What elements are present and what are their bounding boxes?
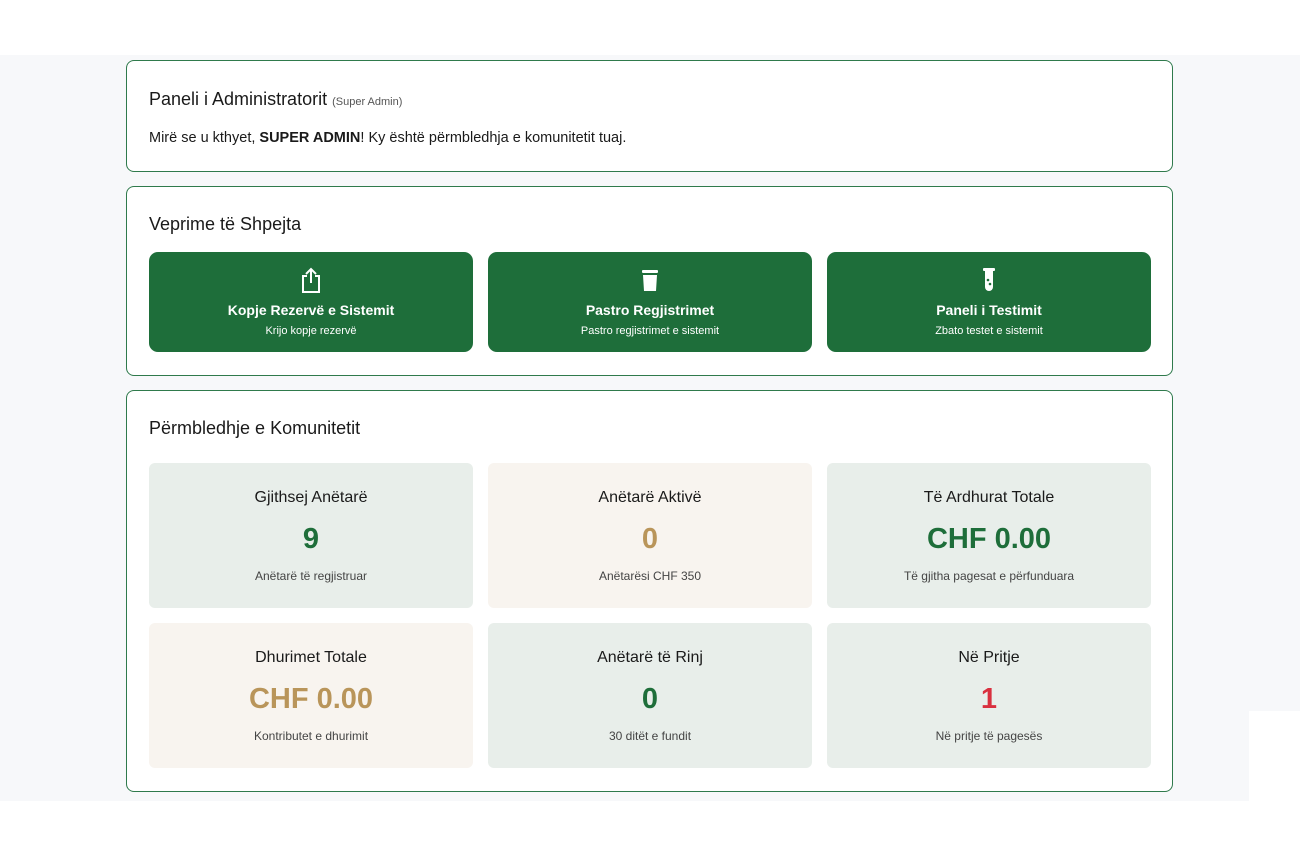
stat-description: Të gjitha pagesat e përfunduara: [903, 569, 1075, 583]
stat-description: 30 ditët e fundit: [608, 729, 692, 743]
stat-description: Kontributet e dhurimit: [253, 729, 369, 743]
stat-title: Të Ardhurat Totale: [923, 489, 1055, 506]
stat-total-donations: Dhurimet Totale CHF 0.00 Kontributet e dhu…: [149, 623, 473, 768]
quick-actions-card: Veprime të Shpejta Kopje Rezervë e Siste…: [126, 186, 1173, 376]
share-upload-icon: [302, 267, 320, 293]
admin-header-card: Paneli i Administratorit (Super Admin) M…: [126, 60, 1173, 172]
welcome-prefix: Mirë se u kthyet,: [149, 130, 260, 146]
button-subtitle: Krijo kopje rezervë: [265, 325, 357, 337]
button-label: Paneli i Testimit: [936, 302, 1042, 318]
stat-description: Në pritje të pagesës: [935, 729, 1043, 743]
stat-title: Dhurimet Totale: [255, 649, 367, 666]
welcome-suffix: ! Ky është përmbledhja e komunitetit tua…: [360, 130, 627, 146]
stat-value: 9: [302, 523, 320, 555]
stat-title: Anëtarë Aktivë: [598, 489, 702, 506]
stat-title: Në Pritje: [958, 649, 1020, 666]
button-subtitle: Pastro regjistrimet e sistemit: [580, 325, 720, 337]
button-label: Pastro Regjistrimet: [585, 302, 715, 318]
page-title: Paneli i Administratorit (Super Admin): [149, 89, 402, 110]
stat-title: Gjithsej Anëtarë: [254, 489, 368, 506]
trash-icon: [642, 270, 658, 291]
stat-total-members: Gjithsej Anëtarë 9 Anëtarë të regjistruar: [149, 463, 473, 608]
stat-new-members: Anëtarë të Rinj 0 30 ditët e fundit: [488, 623, 812, 768]
stat-value: 0: [641, 523, 659, 555]
stat-value: 1: [980, 683, 998, 715]
test-panel-button[interactable]: Paneli i Testimit Zbato testet e sistemi…: [827, 252, 1151, 352]
button-label: Kopje Rezervë e Sistemit: [227, 302, 395, 318]
section-title: Përmbledhje e Komunitetit: [149, 418, 361, 438]
title-text: Paneli i Administratorit: [149, 89, 328, 109]
welcome-message: Mirë se u kthyet, SUPER ADMIN! Ky është …: [149, 130, 626, 146]
community-overview-card: Përmbledhje e Komunitetit Gjithsej Anëta…: [126, 390, 1173, 792]
stat-active-members: Anëtarë Aktivë 0 Anëtarësi CHF 350: [488, 463, 812, 608]
stat-total-revenue: Të Ardhurat Totale CHF 0.00 Të gjitha page…: [827, 463, 1151, 608]
section-title: Veprime të Shpejta: [149, 214, 302, 234]
stat-description: Anëtarë të regjistruar: [254, 569, 368, 583]
backup-button[interactable]: Kopje Rezervë e Sistemit Krijo kopje rez…: [149, 252, 473, 352]
test-tube-icon: [983, 268, 995, 291]
stat-value: CHF 0.00: [926, 523, 1052, 555]
stat-description: Anëtarësi CHF 350: [598, 569, 702, 583]
role-label: (Super Admin): [332, 96, 403, 108]
stat-title: Anëtarë të Rinj: [597, 649, 703, 666]
stat-value: CHF 0.00: [248, 683, 374, 715]
stat-pending: Në Pritje 1 Në pritje të pagesës: [827, 623, 1151, 768]
button-subtitle: Zbato testet e sistemit: [935, 325, 1043, 337]
clear-logs-button[interactable]: Pastro Regjistrimet Pastro regjistrimet …: [488, 252, 812, 352]
stat-value: 0: [641, 683, 659, 715]
blank-area: [1249, 711, 1300, 855]
user-name: SUPER ADMIN: [259, 130, 361, 146]
